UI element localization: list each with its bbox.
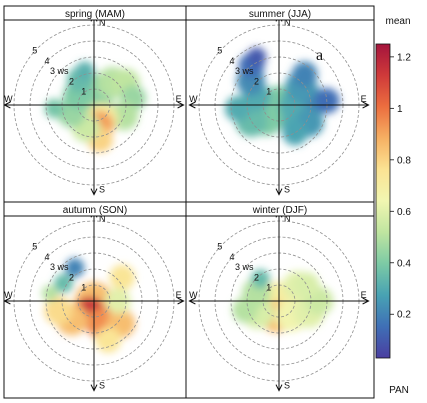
ring-label: 2 [69,76,74,86]
direction-label-s: S [99,381,105,391]
colorbar-bottom-label: PAN [389,385,409,396]
ring-label: 5 [32,46,37,56]
surface-blob [247,47,267,67]
colorbar-tick-label: 1 [397,104,403,115]
panel-title: summer (JJA) [249,9,311,20]
direction-label-w: W [4,290,13,300]
surface-blob [282,119,308,146]
surface-blob [41,285,58,302]
direction-label-n: N [284,17,291,27]
direction-label-s: S [99,185,105,195]
direction-label-n: N [99,17,106,27]
colorbar-tick-label: 0.4 [397,258,411,269]
colorbar-gradient [375,43,391,359]
surface-blob [53,273,74,293]
ring-label: 4 [44,252,49,262]
panel-border-3 [185,201,375,399]
direction-label-s: S [284,381,290,391]
ring-label: 5 [217,242,222,252]
surface-blob [250,269,271,289]
panel-title: autumn (SON) [63,205,127,216]
colorbar: 0.2 0.4 0.6 0.8 1 1.2 mean PAN [375,16,411,396]
ring-label: 1 [266,283,271,293]
ring-label: 2 [254,272,259,282]
surface-blob [291,61,318,88]
surface-2 [41,258,136,353]
surface-blob [44,296,73,325]
ring-label: 3 ws [235,66,254,76]
surface-blob [293,272,320,298]
colorbar-tick-label: 1.2 [397,52,411,63]
direction-label-w: W [189,94,198,104]
colorbar-tick-label: 0.6 [397,207,411,218]
ring-label: 5 [32,242,37,252]
panel-annotation-letter: a [316,47,323,64]
ring-label: 1 [81,283,86,293]
surface-blob [44,98,64,119]
direction-label-e: E [176,94,182,104]
panel-title: spring (MAM) [65,9,125,20]
ring-label: 4 [229,252,234,262]
ring-label: 2 [69,272,74,282]
colorbar-title: mean [385,16,410,27]
colorbar-tick-label: 0.8 [397,155,411,166]
ring-label: 1 [266,87,271,97]
ring-label: 3 ws [235,262,254,272]
direction-label-e: E [361,94,367,104]
ring-label: 3 ws [50,66,69,76]
direction-label-n: N [284,213,291,223]
panel-title: winter (DJF) [252,205,307,216]
direction-label-w: W [189,290,198,300]
ring-label: 4 [229,56,234,66]
direction-label-e: E [361,290,367,300]
surface-blob [95,327,122,353]
ring-label: 4 [44,56,49,66]
ring-label: 3 ws [50,262,69,272]
ring-label: 5 [217,46,222,56]
surface-blob [75,61,95,81]
ring-label: 1 [81,87,86,97]
surface-blob [109,264,135,291]
direction-label-s: S [284,185,290,195]
colorbar-tick-label: 0.2 [397,310,411,321]
direction-label-e: E [176,290,182,300]
direction-label-n: N [99,213,106,223]
ring-label: 2 [254,76,259,86]
direction-label-w: W [4,94,13,104]
